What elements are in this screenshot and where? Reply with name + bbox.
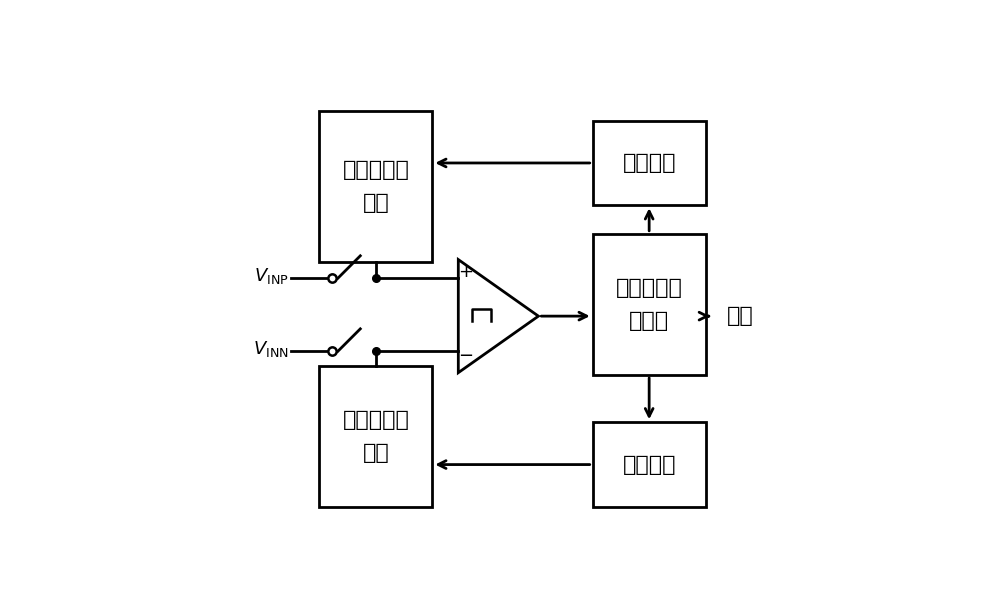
Text: −: − [458,347,473,365]
Text: 二进制电容
阵列: 二进制电容 阵列 [342,410,409,463]
Text: 逐次比较逻
辑电路: 逐次比较逻 辑电路 [616,278,683,330]
Bar [593,121,706,206]
Bar [593,234,706,375]
Text: 二进制电容
阵列: 二进制电容 阵列 [342,160,409,213]
Text: $V_{\mathrm{INP}}$: $V_{\mathrm{INP}}$ [254,266,289,286]
Bar [593,422,706,507]
Bar [319,365,432,507]
Text: 控制电路: 控制电路 [622,153,676,173]
Text: 输出: 输出 [727,306,754,326]
Text: $V_{\mathrm{INN}}$: $V_{\mathrm{INN}}$ [253,339,289,359]
Text: +: + [458,263,473,282]
Bar [319,111,432,262]
Text: 控制电路: 控制电路 [622,455,676,474]
